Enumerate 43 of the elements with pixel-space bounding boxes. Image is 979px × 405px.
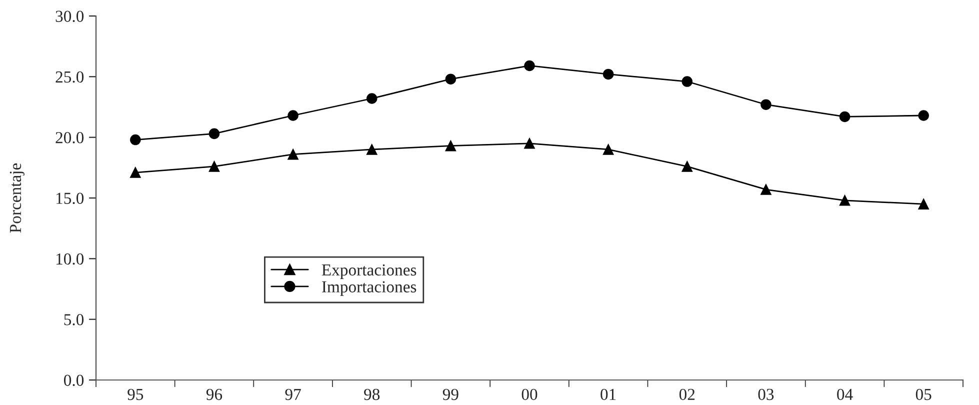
x-tick-label: 99: [442, 388, 458, 400]
point: [602, 144, 614, 155]
legend-label: Exportaciones: [322, 264, 416, 279]
point: [208, 161, 220, 172]
point: [288, 148, 298, 160]
x-tick-label: 97: [285, 388, 301, 400]
point: [130, 167, 141, 178]
x-tick-label: 01: [600, 388, 616, 400]
point: [682, 161, 693, 172]
x-tick-label: 02: [679, 388, 695, 400]
point: [445, 140, 456, 152]
y-tick-label: 20.0: [56, 132, 84, 144]
x-tick-label: 03: [758, 388, 774, 400]
point: [760, 99, 772, 110]
point: [130, 134, 141, 146]
y-tick-label: 15.0: [56, 192, 84, 204]
x-tick-label: 96: [206, 388, 222, 400]
point: [288, 110, 298, 121]
y-tick-label: 30.0: [56, 10, 84, 22]
point: [839, 195, 850, 206]
point: [602, 68, 614, 80]
legend-label: Importaciones: [322, 281, 416, 296]
x-tick-label: 00: [522, 388, 538, 400]
point: [524, 138, 535, 149]
y-tick-label: 10.0: [56, 253, 84, 265]
y-axis-title: Porcentaje: [10, 163, 24, 233]
x-tick-label: 98: [364, 388, 380, 400]
x-tick-label: 95: [128, 388, 144, 400]
x-tick-label: 04: [837, 388, 853, 400]
point: [208, 128, 220, 140]
point: [918, 198, 929, 210]
point: [366, 144, 378, 155]
point: [366, 93, 378, 104]
point: [760, 184, 772, 195]
point: [445, 74, 456, 84]
point: [682, 76, 693, 87]
point: [839, 111, 850, 122]
y-tick-label: 25.0: [56, 71, 84, 83]
x-tick-label: 05: [916, 388, 932, 400]
point: [918, 110, 929, 121]
point: [524, 60, 535, 72]
y-tick-label: 5.0: [64, 314, 84, 326]
y-tick-label: 0.0: [64, 374, 84, 386]
